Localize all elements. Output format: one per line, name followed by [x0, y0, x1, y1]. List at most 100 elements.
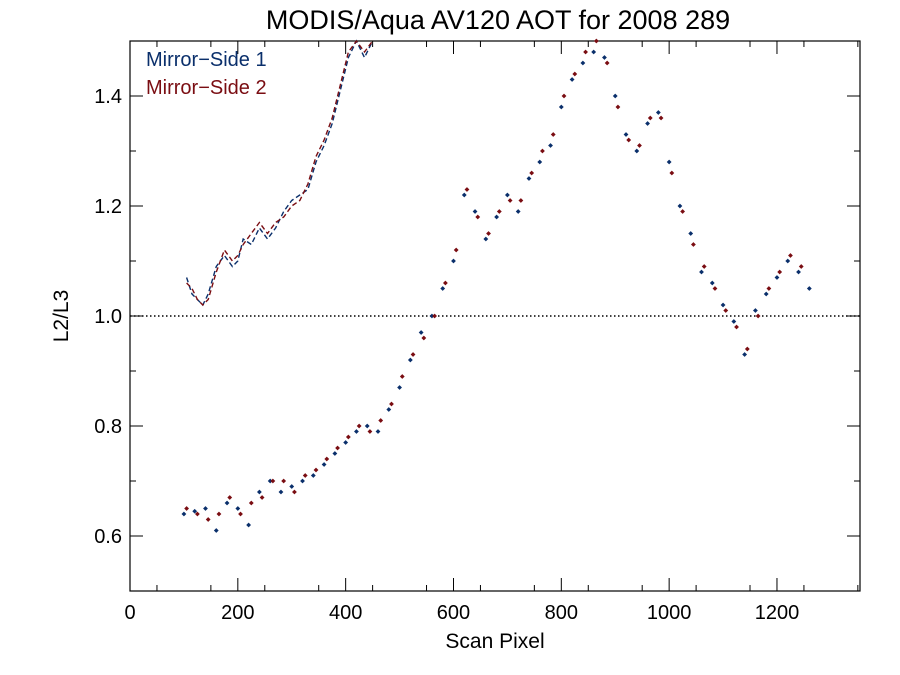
dashed-curve-series-1: [185, 39, 374, 307]
data-point-series-1: [505, 192, 510, 198]
data-point-series-1: [688, 231, 694, 236]
data-point-series-1: [397, 385, 402, 390]
data-point-series-2: [432, 313, 438, 319]
x-tick-label: 1000: [647, 602, 692, 624]
data-point-series-2: [367, 429, 373, 434]
data-point-series-1: [548, 143, 553, 148]
data-point-series-1: [224, 500, 230, 506]
data-point-series-1: [774, 275, 780, 280]
data-point-series-1: [364, 423, 370, 429]
y-tick-label: 1.0: [94, 306, 122, 328]
data-point-series-2: [356, 423, 362, 429]
y-tick-label: 0.6: [94, 526, 122, 548]
data-point-series-2: [248, 500, 254, 506]
y-tick-label: 0.8: [94, 416, 122, 438]
dashed-curves: [185, 39, 374, 307]
data-point-series-2: [712, 286, 718, 291]
data-point-series-1: [246, 522, 252, 528]
data-point-series-2: [583, 49, 588, 55]
dashed-curve-series-2: [186, 39, 374, 306]
data-point-series-2: [345, 434, 351, 440]
data-point-series-2: [788, 253, 793, 258]
data-point-series-2: [302, 473, 308, 478]
data-point-series-1: [321, 462, 327, 467]
data-point-series-1: [720, 302, 726, 308]
y-tick-label: 1.4: [94, 86, 122, 108]
data-point-series-1: [203, 506, 208, 511]
data-point-series-1: [699, 269, 704, 275]
data-point-series-2: [540, 148, 545, 154]
data-point-series-1: [375, 429, 381, 434]
data-point-series-1: [235, 506, 241, 511]
data-point-series-2: [281, 478, 287, 484]
data-point-series-2: [572, 71, 578, 77]
data-point-series-1: [289, 484, 295, 489]
data-point-series-2: [518, 198, 524, 203]
data-point-series-1: [580, 60, 586, 66]
data-point-series-1: [763, 291, 769, 297]
plot-area: [129, 38, 861, 592]
data-point-series-1: [213, 528, 219, 533]
data-point-series-2: [464, 187, 470, 192]
x-axis-label: Scan Pixel: [445, 630, 544, 653]
legend-entry-mirror-side-2: Mirror−Side 2: [146, 77, 267, 99]
data-point-series-2: [205, 517, 211, 522]
data-point-series-2: [744, 346, 750, 352]
data-point-series-1: [354, 429, 359, 434]
data-point-series-1: [256, 489, 262, 495]
data-point-series-1: [785, 258, 791, 264]
data-point-series-2: [658, 115, 664, 121]
data-point-series-2: [453, 247, 459, 253]
data-point-series-2: [421, 335, 427, 341]
data-point-series-1: [558, 104, 564, 110]
data-point-series-1: [278, 489, 284, 495]
data-point-series-1: [343, 440, 349, 445]
data-point-series-1: [655, 110, 661, 115]
data-point-series-1: [612, 93, 618, 99]
x-tick-label: 1200: [755, 602, 800, 624]
data-point-series-2: [723, 308, 729, 313]
data-point-series-2: [335, 445, 340, 451]
data-point-series-2: [442, 280, 448, 286]
data-point-series-2: [399, 374, 405, 379]
data-point-series-1: [666, 159, 672, 165]
y-axis-label: L2/L3: [50, 290, 73, 343]
data-point-series-2: [324, 456, 330, 462]
data-point-series-2: [647, 115, 653, 121]
data-point-series-1: [515, 209, 521, 214]
data-point-series-1: [569, 77, 575, 82]
data-point-series-1: [472, 209, 478, 214]
data-point-series-1: [300, 478, 305, 484]
data-point-series-1: [709, 280, 715, 286]
data-point-series-2: [389, 401, 394, 407]
data-point-series-2: [378, 418, 384, 423]
data-point-series-2: [637, 143, 642, 148]
data-point-series-2: [550, 132, 556, 137]
data-point-series-2: [270, 478, 276, 484]
data-point-series-1: [440, 286, 446, 291]
data-point-series-1: [332, 451, 338, 456]
data-point-series-2: [507, 198, 513, 203]
data-point-series-1: [192, 508, 198, 514]
data-point-series-1: [429, 313, 435, 319]
legend: Mirror−Side 1 Mirror−Side 2: [146, 49, 267, 99]
data-point-series-2: [615, 104, 621, 110]
data-point-series-1: [602, 55, 607, 60]
data-point-series-1: [451, 258, 456, 264]
data-point-series-2: [561, 93, 567, 99]
data-point-series-1: [494, 214, 500, 220]
data-point-series-1: [753, 308, 758, 313]
data-point-series-1: [418, 330, 424, 335]
data-point-series-2: [486, 231, 491, 236]
data-point-series-2: [194, 511, 200, 517]
axis-ticks: [129, 40, 860, 592]
data-point-series-1: [181, 511, 187, 517]
data-point-series-1: [731, 319, 737, 324]
data-point-series-2: [604, 60, 610, 66]
x-tick-label: 600: [437, 602, 470, 624]
x-tick-labels: 0 200 400 600 800 1000 1200: [124, 602, 799, 624]
data-point-series-1: [407, 357, 413, 363]
data-point-series-2: [777, 269, 783, 275]
data-point-series-1: [796, 269, 801, 275]
data-point-series-2: [734, 324, 739, 330]
